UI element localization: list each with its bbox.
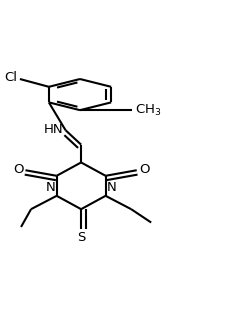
Text: Cl: Cl — [5, 71, 18, 84]
Text: S: S — [76, 231, 85, 244]
Text: CH$_3$: CH$_3$ — [134, 103, 160, 118]
Text: O: O — [138, 163, 149, 176]
Text: HN: HN — [43, 123, 63, 136]
Text: O: O — [13, 163, 23, 176]
Text: N: N — [46, 181, 55, 194]
Text: N: N — [106, 181, 116, 194]
